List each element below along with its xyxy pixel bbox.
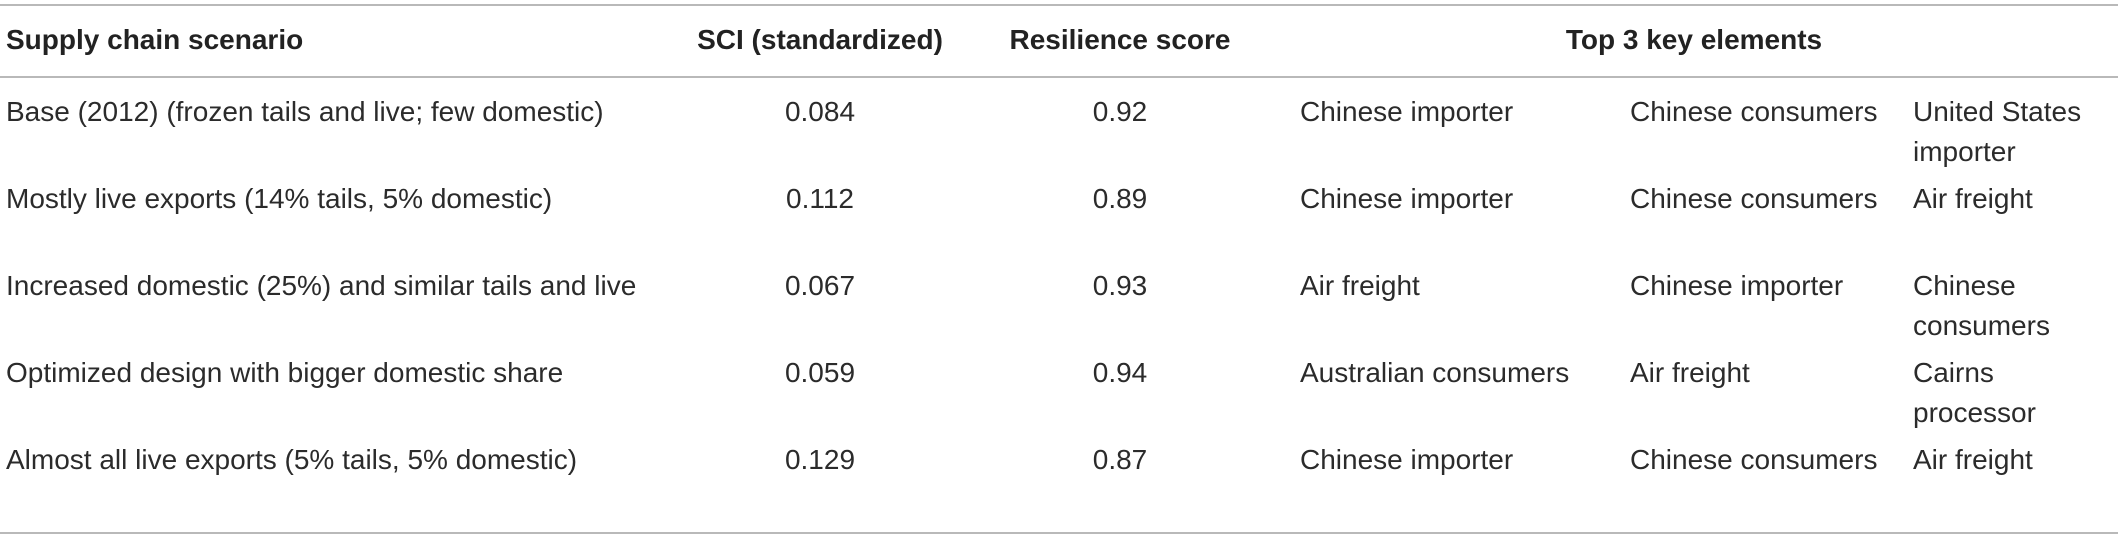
key-element-1-cell: Australian consumers bbox=[1300, 357, 1570, 388]
key-element-3-cell: Air freight bbox=[1913, 183, 2033, 214]
table-header-rule bbox=[0, 76, 2118, 78]
scenario-cell: Increased domestic (25%) and similar tai… bbox=[6, 270, 637, 301]
header-key-elements: Top 3 key elements bbox=[1565, 24, 1823, 55]
scenario-cell: Optimized design with bigger domestic sh… bbox=[6, 357, 564, 388]
key-element-3-cell: Cairns processor bbox=[1913, 357, 2036, 428]
scenario-cell: Almost all live exports (5% tails, 5% do… bbox=[6, 444, 578, 475]
header-scenario: Supply chain scenario bbox=[6, 24, 304, 55]
key-element-2-cell: Chinese consumers bbox=[1630, 444, 1878, 475]
scenario-cell: Base (2012) (frozen tails and live; few … bbox=[6, 96, 604, 127]
sci-cell: 0.059 bbox=[784, 357, 856, 388]
key-element-2-cell: Chinese consumers bbox=[1630, 96, 1878, 127]
table-row: Almost all live exports (5% tails, 5% do… bbox=[0, 348, 2118, 475]
table-row: Base (2012) (frozen tails and live; few … bbox=[0, 0, 2118, 167]
key-element-1-cell: Chinese importer bbox=[1300, 183, 1514, 214]
sci-cell: 0.084 bbox=[784, 96, 856, 127]
key-element-3-cell: Chinese consumers bbox=[1913, 270, 2050, 341]
sci-cell: 0.112 bbox=[786, 183, 854, 214]
key-element-1-cell: Chinese importer bbox=[1300, 96, 1514, 127]
table-top-rule bbox=[0, 4, 2118, 6]
table-bottom-rule bbox=[0, 532, 2118, 534]
table-row: Increased domestic (25%) and similar tai… bbox=[0, 174, 2118, 341]
key-element-3-cell: United States importer bbox=[1913, 96, 2082, 167]
sci-cell: 0.067 bbox=[784, 270, 856, 301]
key-element-2-cell: Chinese importer bbox=[1630, 270, 1844, 301]
header-sci: SCI (standardized) bbox=[697, 24, 943, 55]
key-element-3-cell: Air freight bbox=[1913, 444, 2033, 475]
scenario-cell: Mostly live exports (14% tails, 5% domes… bbox=[6, 183, 553, 214]
table-row: Optimized design with bigger domestic sh… bbox=[0, 261, 2118, 428]
resilience-cell: 0.92 bbox=[1092, 96, 1148, 127]
resilience-cell: 0.94 bbox=[1092, 357, 1148, 388]
resilience-cell: 0.87 bbox=[1092, 444, 1148, 475]
table-row: Mostly live exports (14% tails, 5% domes… bbox=[0, 87, 2118, 214]
resilience-cell: 0.93 bbox=[1092, 270, 1148, 301]
key-element-1-cell: Air freight bbox=[1300, 270, 1420, 301]
key-element-2-cell: Chinese consumers bbox=[1630, 183, 1878, 214]
key-element-1-cell: Chinese importer bbox=[1300, 444, 1514, 475]
key-element-2-cell: Air freight bbox=[1630, 357, 1750, 388]
resilience-cell: 0.89 bbox=[1092, 183, 1148, 214]
header-resilience: Resilience score bbox=[1009, 24, 1231, 55]
sci-cell: 0.129 bbox=[784, 444, 856, 475]
